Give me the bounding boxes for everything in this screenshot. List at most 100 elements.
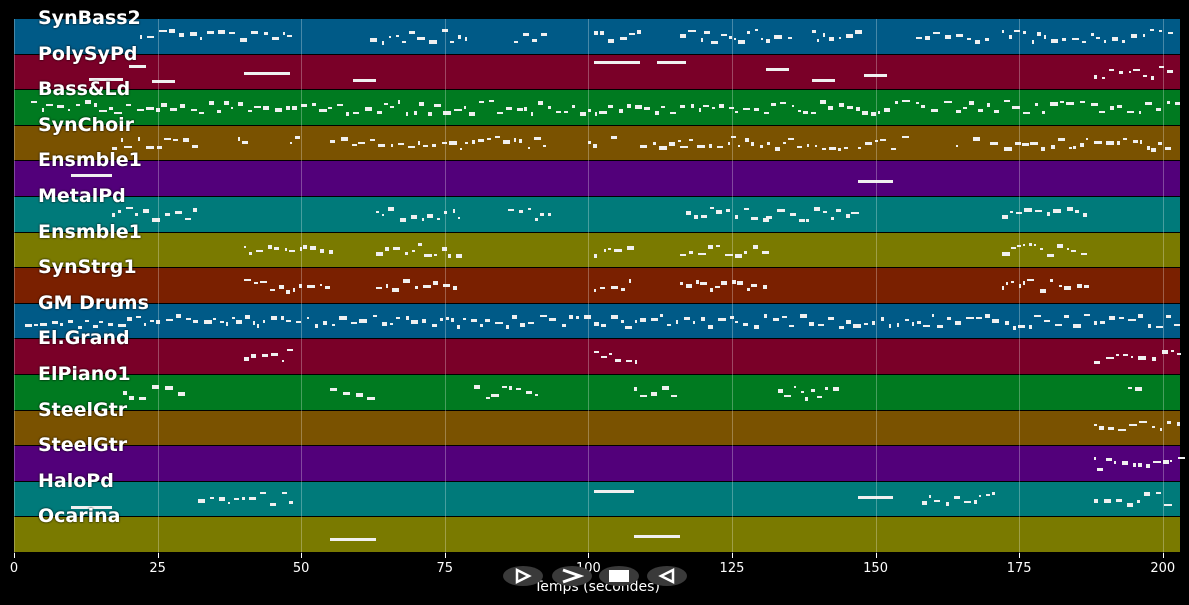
note [485,396,490,399]
note [955,321,961,326]
note [337,104,343,107]
note [165,385,174,390]
note [766,68,790,72]
note [855,107,861,112]
note [1049,279,1054,283]
note [527,321,534,324]
note [858,180,893,184]
note [107,323,114,327]
note [328,106,333,109]
note [911,321,915,326]
x-tick [588,553,590,558]
note [193,207,197,212]
note [929,494,932,498]
note [675,320,679,325]
note [1067,207,1074,212]
note [974,39,981,44]
note [279,284,284,289]
track-row [14,161,1180,197]
note [1129,423,1137,426]
back-button[interactable] [647,566,687,586]
note [846,213,850,218]
note [700,281,708,285]
note [228,31,235,34]
note [855,30,863,35]
note [1046,212,1051,217]
note [744,207,749,210]
note [783,141,786,144]
note [639,395,647,398]
note [329,139,335,143]
note [806,218,810,222]
stop-button[interactable] [599,566,639,586]
note [120,137,123,142]
note [917,321,921,325]
note [1164,503,1172,506]
note [594,61,641,65]
note [218,30,225,35]
note [230,107,233,110]
note [661,105,665,108]
note [1037,31,1042,36]
note [151,79,175,83]
note [1131,355,1134,358]
note [985,314,991,319]
note [448,254,451,259]
note [774,34,783,39]
note [340,137,348,142]
track-row [14,90,1181,126]
note [519,139,522,144]
note [680,254,687,257]
note [901,136,910,139]
note [145,107,154,111]
note [1057,243,1063,248]
note [1009,34,1013,39]
rewind-button[interactable] [503,566,543,586]
note [111,146,117,150]
note [747,31,751,35]
note [40,323,47,327]
note [614,248,623,252]
note [518,209,523,213]
note [924,35,931,40]
grid-line [875,19,877,553]
note [751,283,758,287]
note [1132,139,1138,143]
note [169,108,178,112]
note [811,111,817,114]
note [526,390,532,394]
note [863,323,869,326]
play-button[interactable] [552,566,592,586]
note [1126,503,1134,508]
note [462,318,467,321]
note [243,357,250,362]
note [1083,314,1090,317]
x-tick [731,553,733,558]
note [396,317,401,320]
note [220,321,225,324]
note [759,144,764,148]
note [417,37,425,41]
note [1093,140,1102,144]
note [600,287,606,290]
note [1142,34,1145,38]
note [442,110,451,115]
note [1166,100,1170,104]
note [365,106,372,111]
x-tick [14,553,15,558]
note [398,100,401,105]
note [1040,289,1047,294]
note [731,135,736,138]
note [175,211,183,215]
note [1109,316,1116,321]
note [1018,325,1025,329]
note [587,109,591,113]
note [541,33,547,37]
note [709,287,713,292]
note [1064,314,1070,318]
note [468,111,476,116]
note [463,105,467,109]
x-tick [444,553,446,558]
x-tick [875,553,877,558]
note [408,145,415,148]
